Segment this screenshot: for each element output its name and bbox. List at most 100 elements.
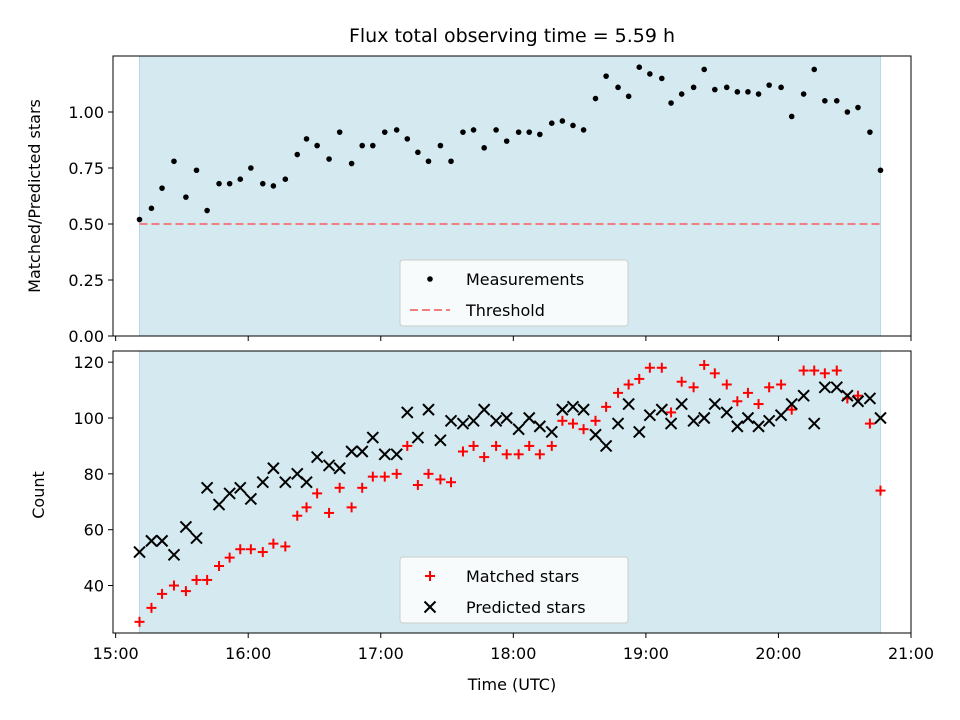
predicted-star-point-b (322, 459, 336, 472)
matched-star-point (435, 474, 446, 485)
matched-star-point (534, 449, 545, 460)
measurement-point (359, 142, 366, 149)
predicted-star-point-b (489, 414, 503, 428)
y-tick-label: 120 (73, 353, 104, 372)
matched-star-point (634, 373, 645, 384)
matched-star-point (613, 387, 624, 398)
matched-star-point (334, 482, 345, 493)
y-tick-label: 60 (84, 521, 104, 540)
predicted-star-point-b (633, 425, 646, 439)
matched-star-point (644, 362, 655, 373)
predicted-star-point-b (808, 417, 821, 430)
predicted-star-point (633, 425, 646, 439)
predicted-star-point-b (741, 411, 755, 425)
measurement-point (867, 129, 873, 135)
matched-star-point (699, 359, 710, 370)
matched-star-point (501, 449, 512, 460)
predicted-star-point-b (762, 414, 776, 428)
matched-star-point (513, 449, 524, 460)
series-matched-stars (134, 359, 886, 627)
measurement-point (515, 129, 522, 135)
matched-star-point (557, 415, 568, 426)
predicted-star-point (310, 450, 324, 464)
predicted-star-point (566, 400, 580, 414)
predicted-star-point-b (708, 397, 722, 411)
measurement-point (237, 176, 244, 182)
legend-label: Measurements (466, 270, 584, 289)
predicted-star-point (444, 414, 458, 428)
predicted-star-point-b (356, 445, 369, 458)
legend-x-marker-b (423, 600, 437, 614)
measurement-point (668, 100, 674, 106)
predicted-star-point-b (256, 476, 269, 489)
predicted-star-point (556, 403, 569, 416)
measurement-point (404, 136, 411, 142)
matched-star-point (809, 365, 820, 376)
measurement-point (259, 180, 266, 187)
plot-frame (112, 350, 912, 634)
x-tick-label: 19:00 (623, 644, 669, 663)
predicted-star-point-b (818, 381, 832, 394)
matched-star-point (367, 471, 378, 482)
predicted-star-point-b (863, 392, 877, 405)
predicted-star-point-b (599, 439, 613, 453)
matched-star-point (312, 488, 323, 499)
predicted-star-point-b (411, 431, 425, 444)
predicted-star-point-b (333, 462, 346, 475)
predicted-star-point (366, 431, 380, 444)
y-tick-label: 100 (73, 409, 104, 428)
measurement-point (615, 84, 621, 91)
measurement-point (314, 142, 320, 149)
measurement-point (171, 158, 177, 165)
measurement-point (270, 183, 277, 189)
matched-star-point (146, 602, 157, 613)
legend-dot-marker (427, 276, 433, 282)
ratio-y-axis-label: Matched/Predicted stars (25, 99, 44, 293)
predicted-star-point (545, 425, 558, 439)
predicted-star-point (863, 392, 877, 405)
x-tick-label: 17:00 (358, 644, 404, 663)
predicted-star-point (664, 417, 678, 430)
matched-star-point (709, 368, 720, 379)
matched-star-point (180, 586, 191, 597)
predicted-star-point-b (589, 428, 602, 441)
predicted-star-point (752, 420, 765, 433)
measurement-point (136, 216, 143, 223)
measurement-point (678, 91, 685, 97)
measurement-point (647, 71, 653, 77)
matched-star-point (601, 401, 612, 412)
predicted-star-point (467, 414, 480, 428)
measurement-point (625, 93, 632, 100)
measurement-point (425, 158, 432, 165)
predicted-star-point-b (556, 403, 569, 416)
predicted-star-point (741, 411, 755, 425)
x-tick-label: 15:00 (93, 644, 139, 663)
measurement-point (822, 98, 828, 104)
predicted-star-point-b (456, 417, 470, 430)
matched-star-point (688, 382, 699, 393)
matched-star-point (786, 404, 797, 415)
measurement-point (778, 84, 784, 91)
measurement-point (766, 82, 772, 88)
predicted-star-point-b (655, 403, 668, 416)
predicted-star-point (267, 462, 280, 475)
measurement-point (690, 84, 697, 91)
predicted-star-point (179, 520, 193, 534)
predicted-star-point (411, 431, 425, 444)
predicted-star-point-b (830, 381, 843, 394)
matched-star-point (423, 468, 434, 479)
measurement-point (216, 180, 222, 187)
measurement-point (603, 73, 609, 79)
measurement-point (712, 86, 718, 93)
predicted-star-point (378, 448, 391, 461)
predicted-star-point-b (145, 534, 158, 548)
predicted-star-point-b (841, 389, 854, 402)
predicted-star-point (322, 459, 336, 472)
predicted-star-point (762, 414, 776, 428)
matched-star-point (776, 379, 787, 390)
predicted-star-point-b (577, 403, 590, 416)
predicted-star-point-b (244, 492, 258, 506)
matched-star-point (391, 468, 402, 479)
measurement-point (537, 131, 543, 138)
